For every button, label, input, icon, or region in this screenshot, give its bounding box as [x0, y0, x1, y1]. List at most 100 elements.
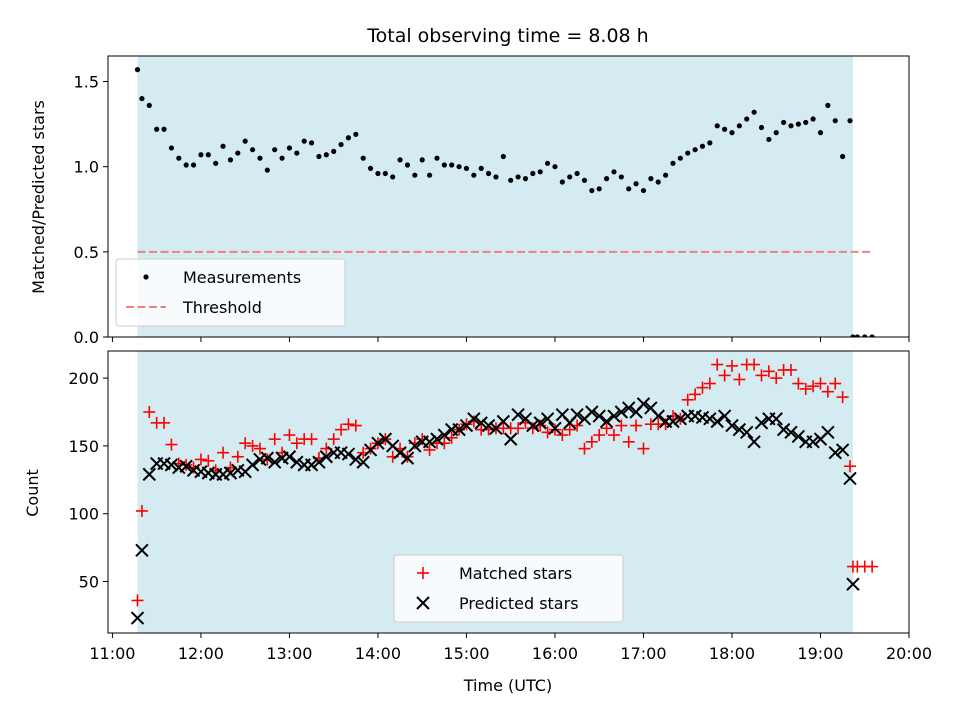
x-tick-label: 19:00	[797, 644, 843, 663]
measurements-point	[353, 131, 359, 137]
predicted-stars-point	[481, 418, 496, 433]
matched-stars-point	[696, 381, 709, 394]
matched-stars-point	[799, 382, 812, 395]
measurements-point	[242, 138, 248, 144]
measurements-point	[500, 153, 506, 160]
measurements-point	[825, 102, 831, 108]
predicted-stars-point	[260, 451, 275, 465]
predicted-stars-point	[341, 447, 356, 461]
measurements-point	[338, 141, 344, 148]
measurements-point	[227, 157, 234, 163]
predicted-stars-point	[747, 435, 761, 449]
top-y-tick-label: 0.5	[74, 243, 99, 262]
predicted-stars-point	[725, 418, 739, 433]
measurements-point	[360, 155, 366, 161]
predicted-stars-point	[769, 412, 783, 426]
x-tick-label: 15:00	[443, 644, 489, 663]
matched-stars-point	[681, 393, 694, 406]
measurements-point	[235, 150, 241, 156]
predicted-stars-point	[651, 409, 665, 423]
bottom-panel-star-counts: 50 100 150 200 11:00 12:00 13:00 14:00 15:00 16:0…	[23, 350, 932, 695]
legend-matched-marker	[417, 567, 429, 579]
top-y-tick-label: 1.5	[74, 73, 99, 92]
predicted-stars-point	[806, 435, 820, 449]
matched-stars-point	[585, 435, 598, 448]
matched-stars-point	[622, 435, 635, 448]
predicted-stars-point	[319, 450, 334, 464]
measurements-point	[663, 172, 669, 178]
measurements-point	[508, 177, 514, 183]
top-y-axis-label: Matched/Predicted stars	[29, 100, 48, 294]
predicted-stars-point	[304, 458, 319, 472]
predicted-stars-point	[828, 445, 842, 460]
matched-stars-point	[253, 442, 266, 455]
measurements-point	[471, 172, 477, 178]
predicted-stars-point	[452, 422, 466, 437]
measurements-point	[670, 160, 676, 166]
measurements-point	[249, 147, 256, 153]
predicted-stars-point	[504, 432, 518, 446]
predicted-stars-point	[179, 459, 193, 473]
measurements-point	[257, 155, 263, 161]
measurements-point	[316, 153, 322, 160]
measurements-point	[375, 170, 381, 177]
measurements-point	[390, 174, 396, 180]
measurements-point	[522, 176, 529, 182]
measurements-point	[677, 155, 683, 161]
matched-stars-point	[792, 377, 805, 390]
matched-stars-point	[423, 443, 436, 456]
measurements-point	[146, 102, 152, 108]
measurements-point	[817, 130, 824, 136]
matched-stars-point	[607, 429, 620, 442]
top-axes-frame	[107, 55, 910, 338]
measurements-point	[308, 140, 315, 146]
matched-stars-point	[814, 377, 827, 390]
predicted-stars-point	[666, 414, 680, 429]
bottom-y-tick-label: 200	[68, 369, 99, 388]
matched-stars-point	[829, 377, 842, 390]
predicted-stars-point	[533, 416, 547, 430]
measurements-point	[404, 162, 411, 168]
matched-stars-point	[202, 454, 215, 467]
predicted-stars-point	[540, 412, 555, 426]
measurements-point	[264, 167, 270, 173]
matched-stars-point	[630, 419, 643, 432]
predicted-stars-point	[290, 455, 304, 469]
predicted-stars-point	[622, 401, 636, 415]
measurements-point	[279, 155, 285, 161]
predicted-stars-point	[846, 577, 860, 591]
predicted-stars-point	[599, 414, 614, 429]
measurements-point	[633, 181, 639, 187]
matched-stars-point	[283, 429, 296, 442]
top-y-tick-label: 1.0	[74, 158, 99, 177]
matched-stars-point	[637, 442, 650, 455]
measurements-point	[611, 169, 617, 175]
measurements-point	[559, 179, 565, 185]
matched-stars-point	[268, 433, 281, 446]
predicted-stars-point	[710, 414, 724, 429]
matched-stars-point	[556, 429, 569, 442]
measurements-point	[220, 143, 226, 149]
legend-measurements-label: Measurements	[183, 268, 301, 287]
measurements-point	[478, 165, 484, 171]
measurements-point	[367, 165, 374, 171]
measurements-point	[626, 186, 632, 192]
measurements-point	[323, 152, 329, 158]
predicted-stars-point	[784, 425, 798, 440]
matched-stars-point	[866, 560, 879, 573]
predicted-stars-point	[430, 432, 444, 446]
measurements-point	[803, 119, 809, 126]
predicted-stars-point	[164, 458, 179, 472]
measurements-point	[692, 147, 698, 153]
x-tick-label: 14:00	[355, 644, 401, 663]
measurements-point	[419, 157, 425, 163]
matched-stars-point	[748, 358, 761, 371]
measurements-point	[493, 174, 499, 180]
measurements-point	[382, 170, 388, 177]
measurements-point	[766, 136, 772, 143]
bottom-axes-frame	[107, 350, 910, 634]
x-tick-label: 12:00	[178, 644, 224, 663]
measurements-point	[714, 123, 720, 129]
predicted-stars-point	[467, 412, 481, 426]
